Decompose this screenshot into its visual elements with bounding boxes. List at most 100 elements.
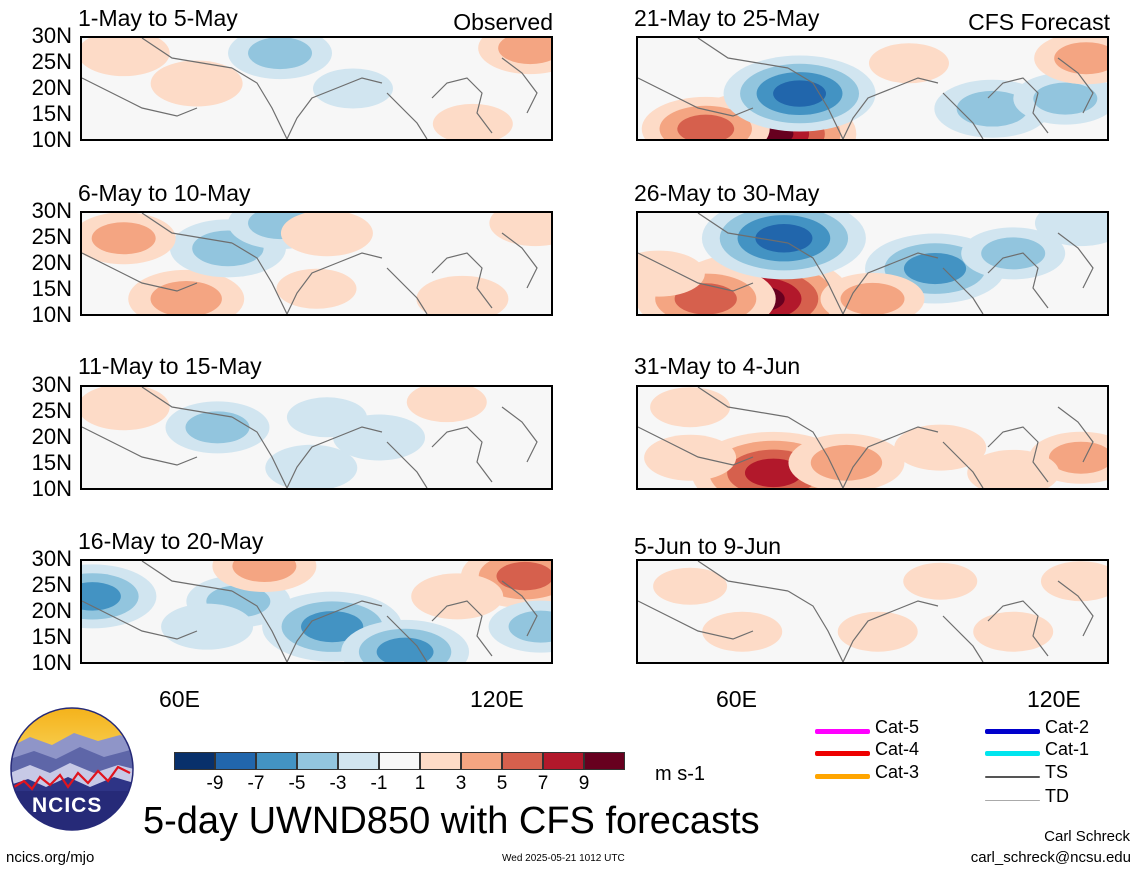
coastline [286, 252, 383, 314]
logo-graphic [10, 707, 134, 831]
legend-line [985, 751, 1040, 756]
wind-anomaly-cell [432, 103, 513, 139]
colorbar-label: 7 [537, 773, 549, 794]
colorbar-swatch [543, 752, 584, 770]
x-tick-label: 120E [470, 686, 524, 712]
wind-anomaly-cell [82, 387, 170, 431]
y-tick-label: 10N [31, 302, 72, 327]
wind-anomaly-cell [820, 272, 925, 314]
wind-anomaly-cell [868, 43, 949, 84]
wind-anomaly-cell [701, 213, 866, 280]
y-tick-label: 25N [31, 224, 72, 249]
contour-level [956, 90, 1029, 127]
main-title: 5-day UWND850 with CFS forecasts [143, 800, 760, 842]
legend-line [815, 751, 870, 756]
contour-level [498, 38, 551, 65]
coastline [842, 252, 939, 314]
map-panel [80, 36, 553, 141]
coastline [141, 561, 233, 592]
legend-line [815, 729, 870, 734]
contour-level [973, 611, 1054, 652]
coastline [286, 77, 383, 139]
legend-label: Cat-2 [1045, 717, 1090, 737]
contour-level [82, 387, 170, 431]
contour-level [674, 283, 737, 314]
contour-level [411, 573, 504, 620]
x-tick-label: 60E [159, 686, 200, 712]
wind-field-map [82, 561, 551, 662]
colorbar-label: -5 [288, 773, 306, 794]
coastline [431, 252, 493, 309]
coastline [501, 57, 538, 114]
legend-label: Cat-1 [1045, 739, 1090, 759]
colorbar-swatch [297, 752, 338, 770]
wind-anomaly-cell [165, 401, 270, 454]
coastline [386, 92, 428, 139]
contour-level [744, 458, 803, 488]
colorbar-label: 1 [414, 773, 426, 794]
coastline [286, 426, 383, 488]
coastline [82, 77, 198, 117]
y-tick-label: 15N [31, 450, 72, 475]
coastline [842, 77, 939, 139]
wind-anomaly-cell [312, 68, 393, 109]
wind-anomaly-cell [489, 213, 551, 247]
contour-level [840, 282, 905, 314]
contour-level [903, 562, 978, 600]
colorbar-swatch [215, 752, 256, 770]
coastline [501, 406, 538, 463]
wind-anomaly-cell [478, 38, 551, 75]
y-tick-label: 20N [31, 598, 72, 623]
wind-anomaly-cell [82, 564, 157, 629]
coastline [697, 387, 789, 418]
colorbar-label: 3 [455, 773, 467, 794]
coastline [1057, 232, 1094, 289]
map-panel [80, 559, 553, 664]
coastline [787, 67, 844, 139]
wind-anomaly-cell [638, 250, 705, 297]
contour-level [91, 222, 156, 255]
coastline [638, 252, 754, 292]
observed-label: Observed [453, 9, 553, 35]
author-name: Carl Schreck [1044, 828, 1130, 845]
colorbar-swatch [420, 752, 461, 770]
colorbar-label: -3 [329, 773, 347, 794]
coastline [697, 38, 789, 69]
coastline [231, 67, 288, 139]
contour-level [286, 397, 367, 438]
coastline [942, 441, 984, 488]
contour-level [894, 424, 987, 471]
wind-anomaly-cell [723, 55, 876, 132]
y-tick-label: 30N [31, 372, 72, 397]
wind-anomaly-cell [265, 444, 358, 488]
contour-level [161, 603, 254, 650]
coastline [1057, 57, 1094, 114]
map-panel [636, 211, 1109, 316]
coastline [286, 600, 383, 662]
contour-level [508, 610, 551, 643]
site-url: ncics.org/mjo [6, 849, 95, 866]
wind-anomaly-cell [341, 619, 470, 662]
colorbar-label: 5 [496, 773, 508, 794]
wind-field-map [638, 561, 1107, 662]
map-panel [636, 385, 1109, 490]
coastline [638, 600, 754, 640]
wind-anomaly-cell [416, 275, 509, 314]
wind-field-map [638, 213, 1107, 314]
y-tick-label: 15N [31, 276, 72, 301]
legend-label: TS [1045, 762, 1069, 782]
wind-field-map [82, 387, 551, 488]
legend-line [985, 776, 1040, 778]
contour-level [1054, 42, 1107, 75]
coastline [141, 38, 233, 69]
coastline [638, 426, 754, 466]
coastline [141, 387, 233, 418]
panel-title: 6-May to 10-May [78, 180, 251, 206]
contour-level [644, 434, 737, 481]
wind-anomaly-cell [961, 227, 1066, 280]
coastline [842, 600, 939, 662]
y-tick-label: 10N [31, 127, 72, 152]
legend-label: Cat-5 [875, 717, 920, 737]
wind-anomaly-cell [212, 561, 317, 593]
wind-anomaly-cell [967, 449, 1060, 488]
